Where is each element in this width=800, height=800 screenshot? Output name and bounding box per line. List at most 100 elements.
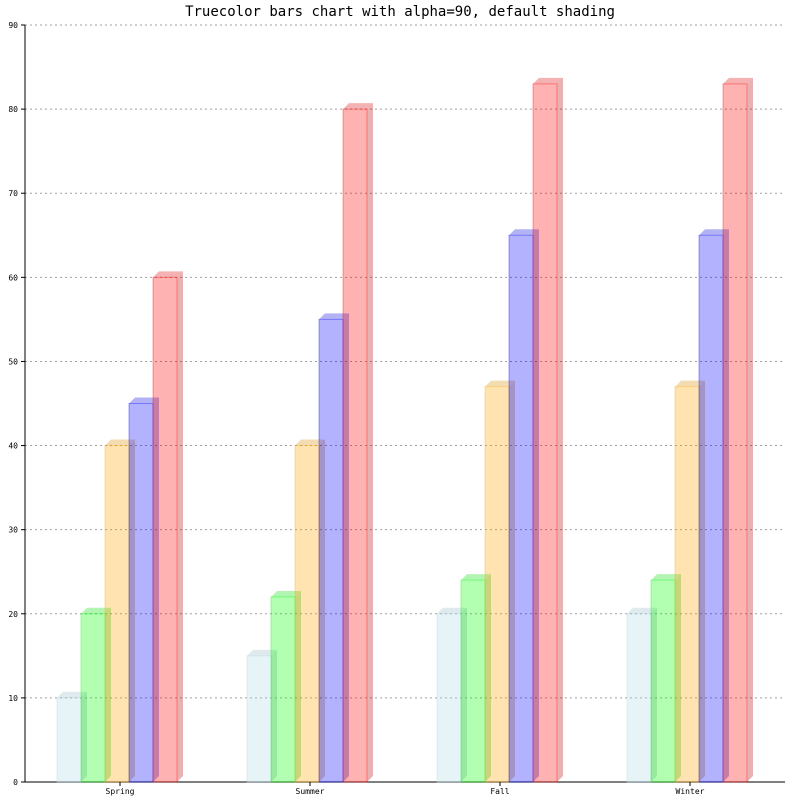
bar-front	[105, 445, 129, 782]
bar-outline	[318, 318, 344, 783]
bar-outline	[246, 655, 272, 783]
bar-top	[485, 380, 515, 387]
bar-top	[81, 607, 111, 614]
y-tick-label: 90	[8, 21, 18, 30]
bar-front	[485, 386, 509, 782]
bar-top	[723, 77, 753, 84]
x-tick-label: Summer	[296, 787, 325, 796]
bar	[674, 380, 705, 783]
y-tick-label: 30	[8, 526, 18, 535]
bar-outline	[626, 613, 652, 783]
bar	[698, 229, 729, 783]
bar-front	[295, 445, 319, 782]
bar-front	[437, 613, 461, 782]
bar-front	[723, 83, 747, 782]
bar-front	[675, 386, 699, 782]
bar-front	[57, 697, 81, 782]
y-tick-label: 60	[8, 273, 18, 282]
bar-front	[343, 109, 367, 783]
bar-top	[675, 380, 705, 387]
bar-side	[747, 77, 753, 782]
bar-front	[247, 655, 271, 782]
bar-outline	[674, 386, 700, 783]
y-tick-labels: 0 10 20 30 40 50 60 70 80 90	[8, 21, 18, 787]
bar-top	[57, 691, 87, 698]
bar-outline	[722, 83, 748, 783]
x-tick-label: Fall	[490, 787, 509, 796]
bar	[294, 439, 325, 783]
y-tick-label: 10	[8, 694, 18, 703]
bar-top	[343, 103, 373, 110]
bar-front	[627, 613, 651, 782]
chart-title: Truecolor bars chart with alpha=90, defa…	[185, 4, 615, 20]
bar-outline	[460, 579, 486, 783]
bar	[246, 649, 277, 783]
bar	[650, 574, 681, 783]
bar-outline	[484, 386, 510, 783]
bar	[484, 380, 515, 783]
bar-top	[533, 77, 563, 84]
bar-side	[723, 229, 729, 782]
gridlines	[21, 24, 785, 783]
bar-outline	[56, 697, 82, 783]
bar-outline	[342, 108, 368, 783]
bar-side	[367, 103, 373, 783]
bar	[80, 607, 111, 783]
bar-front	[461, 580, 485, 782]
bar-outline	[650, 579, 676, 783]
bar-side	[461, 607, 467, 782]
bar-top	[509, 229, 539, 236]
bar-top	[295, 439, 325, 446]
bar-front	[81, 613, 105, 782]
bar-side	[533, 229, 539, 782]
bar-outline	[128, 403, 154, 783]
bar-side	[651, 607, 657, 782]
bar	[342, 103, 373, 783]
bar-top	[271, 590, 301, 597]
bar-top	[153, 271, 183, 278]
bar-front	[271, 596, 295, 782]
bar	[460, 574, 491, 783]
bar-top	[129, 397, 159, 404]
bar-top	[651, 574, 681, 581]
y-tick-label: 80	[8, 105, 18, 114]
bar-side	[271, 649, 277, 782]
bar	[626, 607, 657, 783]
y-tick-label: 40	[8, 442, 18, 451]
bar	[56, 691, 87, 783]
bar-outline	[80, 613, 106, 783]
bar-outline	[152, 276, 178, 783]
bar	[318, 313, 349, 783]
y-tick-label: 20	[8, 610, 18, 619]
bar-outline	[508, 234, 534, 783]
bar-side	[129, 439, 135, 782]
x-tick-label: Winter	[676, 787, 705, 796]
axes	[24, 25, 785, 783]
x-tick-labels: Spring Summer Fall Winter	[106, 782, 705, 796]
bar-top	[437, 607, 467, 614]
bar	[722, 77, 753, 783]
bar-front	[129, 403, 153, 782]
bar	[152, 271, 183, 783]
bar-side	[343, 313, 349, 782]
bar-side	[675, 574, 681, 782]
bar-side	[699, 380, 705, 782]
bar-front	[533, 83, 557, 782]
bar-side	[295, 590, 301, 782]
bar	[508, 229, 539, 783]
bar-side	[177, 271, 183, 782]
y-tick-label: 70	[8, 189, 18, 198]
bar-side	[81, 691, 87, 782]
bar	[436, 607, 467, 783]
bar-outline	[436, 613, 462, 783]
bar-side	[105, 607, 111, 782]
bar-top	[105, 439, 135, 446]
bar-front	[153, 277, 177, 782]
bar-top	[247, 649, 277, 656]
bar-side	[153, 397, 159, 782]
bar	[104, 439, 135, 783]
y-tick-label: 50	[8, 357, 18, 366]
bar-side	[319, 439, 325, 782]
x-tick-label: Spring	[106, 787, 135, 796]
